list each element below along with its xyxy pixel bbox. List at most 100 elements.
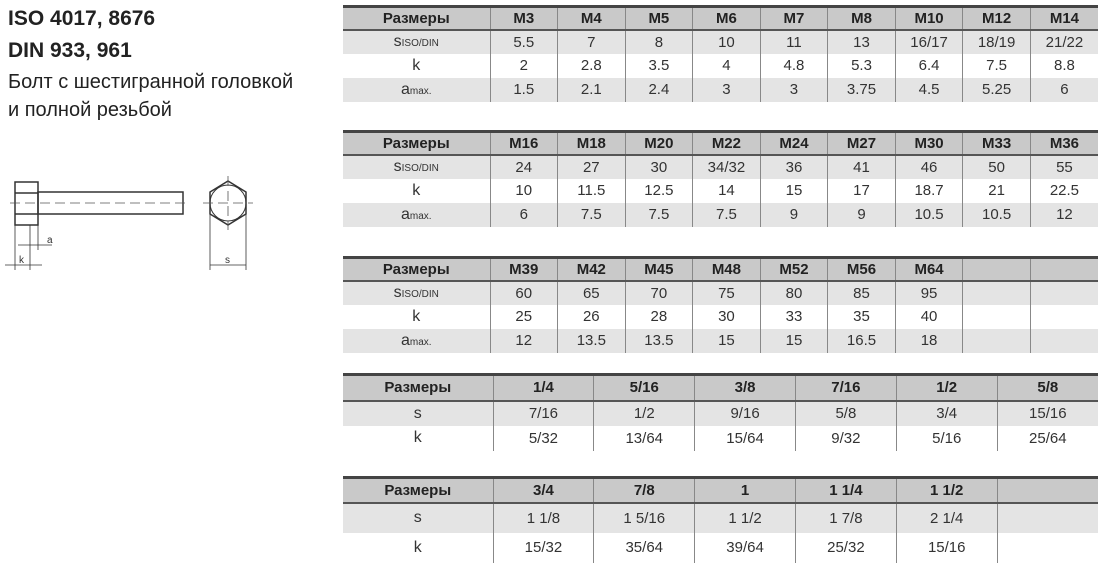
- size-table-5: Размеры 3/4 7/8 1 1 1/4 1 1/2 s 1 1/8 1 5/16 1 1/…: [343, 476, 1098, 563]
- table-cell: [962, 280, 1031, 305]
- table-cell: 3: [759, 77, 828, 102]
- header-size: M33: [962, 130, 1031, 156]
- table-cell: 65: [557, 280, 626, 305]
- table-cell: 2 1/4: [895, 502, 998, 533]
- table-cell: [962, 304, 1031, 329]
- header-size: M36: [1029, 130, 1098, 156]
- table-cell: 3.75: [827, 77, 896, 102]
- table-cell: 15: [692, 328, 761, 353]
- table-cell: 5/8: [794, 400, 897, 426]
- header-size: [962, 256, 1031, 282]
- table-row-s: sISO/DIN 5.5 7 8 10 11 13 16/17 18/19 21/22: [343, 29, 1098, 54]
- table-cell: 1.5: [489, 77, 558, 102]
- header-size: 1: [694, 476, 796, 504]
- row-symbol: a: [400, 205, 410, 223]
- table-cell: 21: [962, 178, 1031, 203]
- row-symbol: s: [393, 158, 402, 175]
- table-cell: [1029, 328, 1098, 353]
- table-cell: 25: [489, 304, 558, 329]
- table-cell: 3: [692, 77, 761, 102]
- standard-title-din: DIN 933, 961: [8, 39, 132, 62]
- table-cell: 34/32: [692, 154, 761, 179]
- label-a: a: [47, 235, 53, 246]
- header-size: 5/8: [996, 373, 1098, 402]
- table-cell: 22.5: [1029, 178, 1098, 203]
- table-cell: 18: [894, 328, 963, 353]
- table-cell: 7/16: [492, 400, 594, 426]
- header-size: 1/2: [895, 373, 998, 402]
- row-symbol: s: [413, 509, 422, 526]
- header-size: M4: [557, 5, 626, 31]
- table-row-s: sISO/DIN 24 27 30 34/32 36 41 46 50 55: [343, 154, 1098, 179]
- table-row-k: k 25 26 28 30 33 35 40: [343, 304, 1098, 329]
- table-cell: 5.5: [489, 29, 558, 54]
- table-cell: 35/64: [593, 532, 695, 563]
- table-cell: 6: [489, 202, 558, 227]
- table-cell: 7.5: [962, 53, 1031, 78]
- header-label: Размеры: [343, 130, 490, 156]
- table-cell: 9: [759, 202, 828, 227]
- table-cell: 95: [894, 280, 963, 305]
- table-cell: 30: [624, 154, 693, 179]
- header-size: 1/4: [492, 373, 594, 402]
- header-size: M24: [759, 130, 828, 156]
- header-label: Размеры: [343, 476, 493, 504]
- table-cell: 4.8: [759, 53, 828, 78]
- table-cell: 18/19: [962, 29, 1031, 54]
- header-size: M20: [624, 130, 693, 156]
- table-cell: 10: [692, 29, 761, 54]
- table-row-k: k 10 11.5 12.5 14 15 17 18.7 21 22.5: [343, 178, 1098, 203]
- row-label: k: [343, 533, 493, 563]
- table-cell: 18.7: [894, 178, 963, 203]
- table-cell: 9/16: [694, 400, 796, 426]
- row-label: amax.: [343, 77, 490, 102]
- row-symbol: a: [400, 80, 410, 98]
- table-cell: 15: [759, 178, 828, 203]
- table-cell: 25/64: [996, 425, 1098, 451]
- header-size: 5/16: [593, 373, 695, 402]
- size-table-2: Размеры M16 M18 M20 M22 M24 M27 M30 M33 M36 sISO/D…: [343, 130, 1098, 227]
- table-cell: 16/17: [894, 29, 963, 54]
- table-cell: 33: [759, 304, 828, 329]
- table-cell: 55: [1029, 154, 1098, 179]
- table-row-a: amax. 1.5 2.1 2.4 3 3 3.75 4.5 5.25 6: [343, 77, 1098, 102]
- table-cell: 1 1/2: [694, 502, 796, 533]
- table-cell: 7.5: [692, 202, 761, 227]
- row-symbol: s: [393, 284, 402, 301]
- table-cell: 15/16: [895, 532, 998, 563]
- header-size: M30: [894, 130, 963, 156]
- table-cell: 2.1: [557, 77, 626, 102]
- size-table-1: Размеры M3 M4 M5 M6 M7 M8 M10 M12 M14 sISO/DIN 5.5 7…: [343, 5, 1098, 102]
- table-cell: 6.4: [894, 53, 963, 78]
- header-size: M64: [894, 256, 963, 282]
- row-subscript: ISO/DIN: [401, 163, 439, 174]
- table-row-s: s 7/16 1/2 9/16 5/8 3/4 15/16: [343, 400, 1098, 426]
- table-cell: 25/32: [794, 532, 897, 563]
- header-size: M16: [489, 130, 558, 156]
- table-cell: 60: [489, 280, 558, 305]
- table-cell: 9: [827, 202, 896, 227]
- table-row-k: k 2 2.8 3.5 4 4.8 5.3 6.4 7.5 8.8: [343, 53, 1098, 78]
- header-label: Размеры: [343, 256, 490, 282]
- table-cell: 15/64: [694, 425, 796, 451]
- header-size: M18: [557, 130, 626, 156]
- table-cell: [962, 328, 1031, 353]
- table-cell: 13.5: [624, 328, 693, 353]
- table-row-a: amax. 6 7.5 7.5 7.5 9 9 10.5 10.5 12: [343, 202, 1098, 227]
- header-size: M7: [759, 5, 828, 31]
- header-label: Размеры: [343, 373, 493, 402]
- table-row-k: k 5/32 13/64 15/64 9/32 5/16 25/64: [343, 425, 1098, 451]
- label-k: k: [19, 255, 25, 266]
- label-s: s: [225, 255, 230, 266]
- table-cell: 14: [692, 178, 761, 203]
- table-cell: 36: [759, 154, 828, 179]
- table-cell: 24: [489, 154, 558, 179]
- row-symbol: s: [413, 404, 422, 422]
- row-label: sISO/DIN: [343, 280, 490, 305]
- table-cell: [996, 532, 1098, 563]
- table-cell: 2.8: [557, 53, 626, 78]
- header-size: M22: [692, 130, 761, 156]
- table-header-row: Размеры M39 M42 M45 M48 M52 M56 M64: [343, 256, 1098, 282]
- description-line-1: Болт с шестигранной головкой: [8, 71, 294, 93]
- table-cell: 1 7/8: [794, 502, 897, 533]
